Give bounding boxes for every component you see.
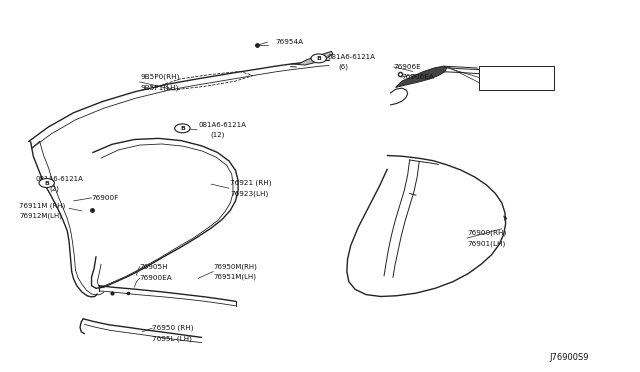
Text: (12): (12) [210, 132, 224, 138]
Text: 76900F: 76900F [92, 195, 119, 201]
Text: 76912M(LH): 76912M(LH) [19, 212, 62, 219]
Circle shape [311, 54, 326, 63]
Text: J76900S9: J76900S9 [549, 353, 589, 362]
Text: 76951M(LH): 76951M(LH) [213, 274, 256, 280]
Text: 76921 (RH): 76921 (RH) [230, 180, 272, 186]
Text: 76923(LH): 76923(LH) [230, 190, 269, 197]
Text: 76950 (RH): 76950 (RH) [152, 325, 194, 331]
Text: 76934(LH): 76934(LH) [486, 80, 525, 87]
Text: 76901(LH): 76901(LH) [467, 240, 506, 247]
Text: 76954A: 76954A [275, 39, 303, 45]
Text: 76900(RH): 76900(RH) [467, 230, 506, 237]
Text: (6): (6) [338, 64, 348, 70]
Text: (2): (2) [49, 186, 59, 192]
Text: 9B5P0(RH): 9B5P0(RH) [141, 73, 180, 80]
Text: 081A6-6121A: 081A6-6121A [328, 54, 376, 60]
Polygon shape [298, 51, 333, 65]
FancyBboxPatch shape [479, 66, 554, 90]
Polygon shape [396, 66, 447, 87]
Text: 081A6-6121A: 081A6-6121A [35, 176, 83, 182]
Circle shape [175, 124, 190, 133]
Text: 76933(RH): 76933(RH) [486, 70, 525, 77]
Text: 76911M (RH): 76911M (RH) [19, 202, 65, 209]
Text: 76905H: 76905H [140, 264, 168, 270]
Text: 76906EA: 76906EA [401, 74, 434, 80]
Text: 081A6-6121A: 081A6-6121A [198, 122, 246, 128]
Text: B: B [180, 126, 185, 131]
Text: 76900EA: 76900EA [140, 275, 172, 281]
Polygon shape [504, 216, 507, 221]
Text: 9B5P1(LH): 9B5P1(LH) [141, 85, 179, 92]
Text: B: B [316, 56, 321, 61]
Text: 7695L (LH): 7695L (LH) [152, 335, 192, 342]
Text: 76906E: 76906E [394, 64, 421, 70]
Text: 76950M(RH): 76950M(RH) [213, 263, 257, 270]
Circle shape [39, 179, 54, 187]
Text: B: B [44, 180, 49, 186]
